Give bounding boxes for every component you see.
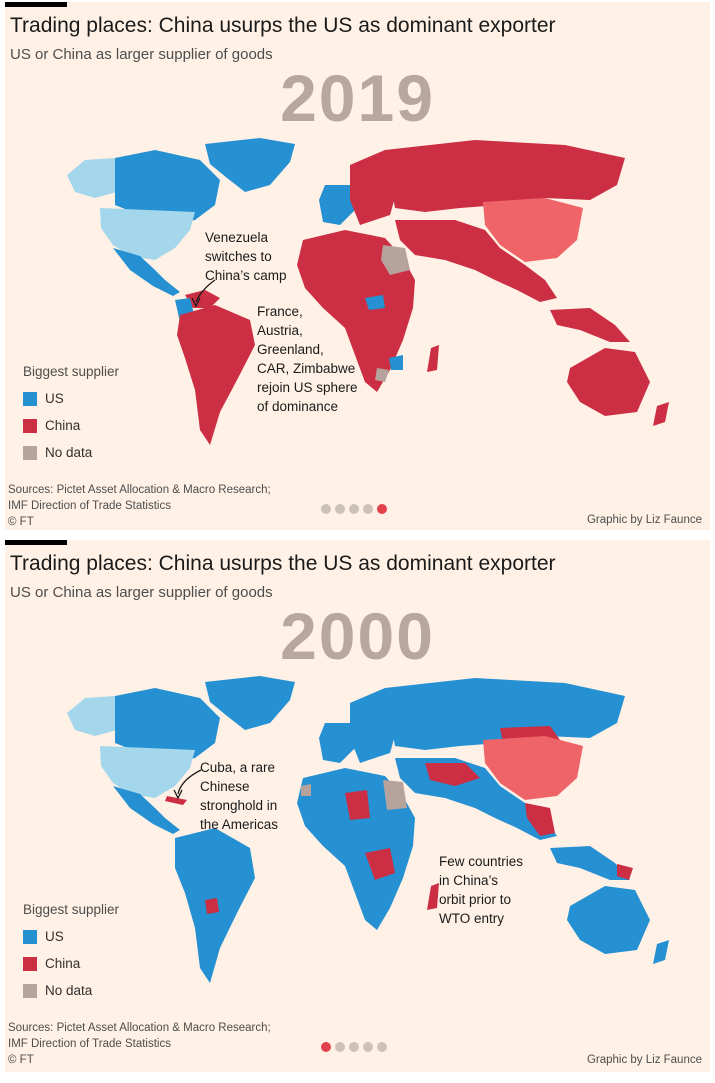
china: [483, 736, 583, 800]
africa-nodata: [381, 245, 410, 275]
ft-top-bar: [5, 2, 67, 7]
year-label: 2000: [280, 599, 435, 673]
se-asia-islands: [550, 846, 630, 880]
slide-dot-1[interactable]: [321, 504, 331, 514]
chart-title: Trading places: China usurps the US as d…: [10, 552, 556, 575]
map-panel-2019: Trading places: China usurps the US as d…: [5, 2, 710, 530]
se-asia-islands: [550, 308, 630, 342]
africa-nodata: [383, 780, 407, 810]
slide-dot-5[interactable]: [377, 504, 387, 514]
png: [617, 864, 633, 880]
zimbabwe: [389, 355, 403, 370]
sources: Sources: Pictet Asset Allocation & Macro…: [8, 484, 271, 528]
canada: [115, 150, 220, 225]
chart-subtitle: US or China as larger supplier of goods: [10, 584, 273, 601]
graphic-credit: Graphic by Liz Faunce: [586, 514, 702, 526]
chart-title: Trading places: China usurps the US as d…: [10, 14, 556, 37]
slide-dot-3[interactable]: [349, 504, 359, 514]
world-map-2000: [67, 676, 669, 983]
legend-item-us: US: [23, 923, 119, 950]
canada: [115, 688, 220, 763]
car: [365, 295, 385, 310]
madagascar: [427, 883, 439, 910]
legend-title: Biggest supplier: [23, 902, 120, 917]
annotation-us-sphere: France, Austria, Greenland, CAR, Zimbabw…: [257, 304, 358, 414]
se-asia-china: [525, 803, 555, 836]
slide-dot-4[interactable]: [363, 1042, 373, 1052]
alaska: [67, 696, 117, 736]
alaska: [67, 158, 117, 198]
ft-top-bar: [5, 540, 67, 545]
venezuela-arrow: [195, 279, 216, 303]
venezuela: [185, 290, 220, 308]
africa-china-1: [345, 790, 370, 820]
usa: [100, 208, 195, 260]
annotation-venezuela: Venezuela switches to China’s camp: [205, 230, 287, 283]
legend-item-no-data: No data: [23, 439, 119, 466]
russia: [385, 678, 625, 750]
map-legend: Biggest supplier US China No data: [23, 364, 119, 466]
legend-item-china: China: [23, 412, 119, 439]
graphic-credit: Graphic by Liz Faunce: [586, 1054, 702, 1066]
slide-dot-3[interactable]: [349, 1042, 359, 1052]
china: [483, 198, 583, 262]
chart-subtitle: US or China as larger supplier of goods: [10, 46, 273, 63]
russia: [385, 140, 625, 212]
annotation-wto: Few countries in China’s orbit prior to …: [439, 854, 524, 926]
slide-dots[interactable]: [321, 504, 387, 514]
europe-east: [350, 688, 400, 763]
middle-east: [395, 220, 557, 302]
legend-item-no-data: No data: [23, 977, 119, 1004]
australia: [567, 886, 650, 954]
slide-dots[interactable]: [321, 1042, 387, 1052]
slide-dot-1[interactable]: [321, 1042, 331, 1052]
new-zealand: [653, 402, 669, 426]
africa: [297, 230, 415, 392]
europe-east: [350, 150, 400, 225]
greenland: [205, 138, 295, 192]
africa-china-2: [365, 848, 395, 880]
cuba: [165, 796, 187, 805]
world-map-2019: [67, 138, 669, 445]
mexico: [113, 786, 180, 834]
cuba-arrow: [177, 769, 202, 795]
south-america: [177, 305, 255, 445]
usa: [100, 746, 195, 798]
map-panel-2000: Trading places: China usurps the US as d…: [5, 540, 710, 1072]
slide-dot-2[interactable]: [335, 1042, 345, 1052]
africa: [297, 768, 415, 930]
year-label: 2019: [280, 61, 435, 135]
greenland: [205, 676, 295, 730]
map-legend: Biggest supplier US China No data: [23, 902, 119, 1004]
legend-item-china: China: [23, 950, 119, 977]
madagascar: [427, 345, 439, 372]
iran-region: [425, 763, 480, 786]
southern-nodata: [375, 368, 389, 382]
legend-title: Biggest supplier: [23, 364, 120, 379]
slide-dot-2[interactable]: [335, 504, 345, 514]
europe-west: [319, 185, 355, 225]
western-sahara: [301, 784, 311, 796]
legend-item-us: US: [23, 385, 119, 412]
slide-dot-5[interactable]: [377, 1042, 387, 1052]
europe-west: [319, 723, 355, 763]
new-zealand: [653, 940, 669, 964]
australia: [567, 348, 650, 416]
slide-dot-4[interactable]: [363, 504, 373, 514]
mexico: [113, 248, 180, 296]
sources: Sources: Pictet Asset Allocation & Macro…: [8, 1022, 271, 1066]
annotation-cuba: Cuba, a rare Chinese stronghold in the A…: [200, 760, 279, 832]
paraguay: [205, 898, 219, 914]
